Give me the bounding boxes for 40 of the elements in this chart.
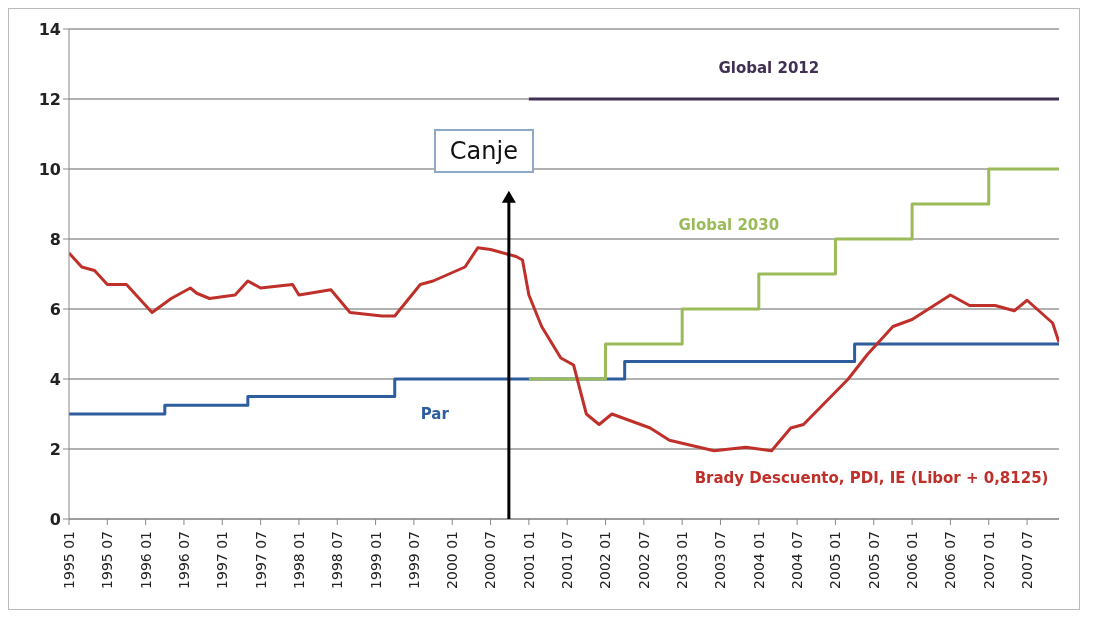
x-tick-label: 1999 01 <box>367 531 384 589</box>
x-tick-label: 1996 07 <box>175 531 192 589</box>
x-tick-label: 1996 01 <box>137 531 154 589</box>
x-tick-label: 2006 01 <box>904 531 921 589</box>
y-tick-label: 2 <box>49 439 61 459</box>
x-tick-label: 1998 01 <box>290 531 307 589</box>
x-tick-label: 1995 01 <box>60 531 77 589</box>
x-tick-label: 1998 07 <box>329 531 346 589</box>
x-tick-label: 2004 01 <box>750 531 767 589</box>
x-tick-label: 2000 07 <box>482 531 499 589</box>
x-tick-label: 2001 07 <box>559 531 576 589</box>
y-tick-label: 6 <box>49 299 61 319</box>
x-tick-label: 2006 07 <box>942 531 959 589</box>
y-tick-label: 4 <box>49 369 61 389</box>
x-tick-label: 2000 01 <box>444 531 461 589</box>
y-tick-label: 0 <box>49 509 61 529</box>
series-label: Brady Descuento, PDI, IE (Libor + 0,8125) <box>694 468 1049 487</box>
series-label: Par <box>420 405 450 423</box>
annotation: Canje <box>433 128 534 173</box>
x-tick-label: 2005 01 <box>827 531 844 589</box>
x-tick-label: 1999 07 <box>405 531 422 589</box>
series-label: Global 2012 <box>718 59 820 77</box>
x-tick-label: 2007 01 <box>980 531 997 589</box>
x-tick-label: 1997 07 <box>252 531 269 589</box>
x-tick-label: 1997 01 <box>214 531 231 589</box>
x-tick-label: 2004 07 <box>789 531 806 589</box>
y-tick-label: 10 <box>38 159 61 179</box>
x-tick-label: 2005 07 <box>865 531 882 589</box>
x-tick-label: 2002 01 <box>597 531 614 589</box>
x-tick-label: 2002 07 <box>635 531 652 589</box>
x-tick-label: 1995 07 <box>99 531 116 589</box>
x-tick-label: 2003 01 <box>674 531 691 589</box>
text: Global 2030 <box>678 216 780 234</box>
x-tick-label: 2003 07 <box>712 531 729 589</box>
x-tick-label: 2007 07 <box>1019 531 1035 589</box>
y-tick-label: 14 <box>38 19 61 39</box>
x-tick-label: 2001 01 <box>520 531 537 589</box>
y-tick-label: 12 <box>38 89 61 109</box>
line-series <box>69 246 1059 453</box>
y-tick-label: 8 <box>49 229 61 249</box>
